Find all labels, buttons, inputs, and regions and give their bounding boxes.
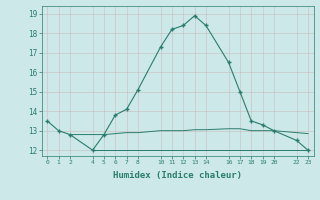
X-axis label: Humidex (Indice chaleur): Humidex (Indice chaleur) bbox=[113, 171, 242, 180]
